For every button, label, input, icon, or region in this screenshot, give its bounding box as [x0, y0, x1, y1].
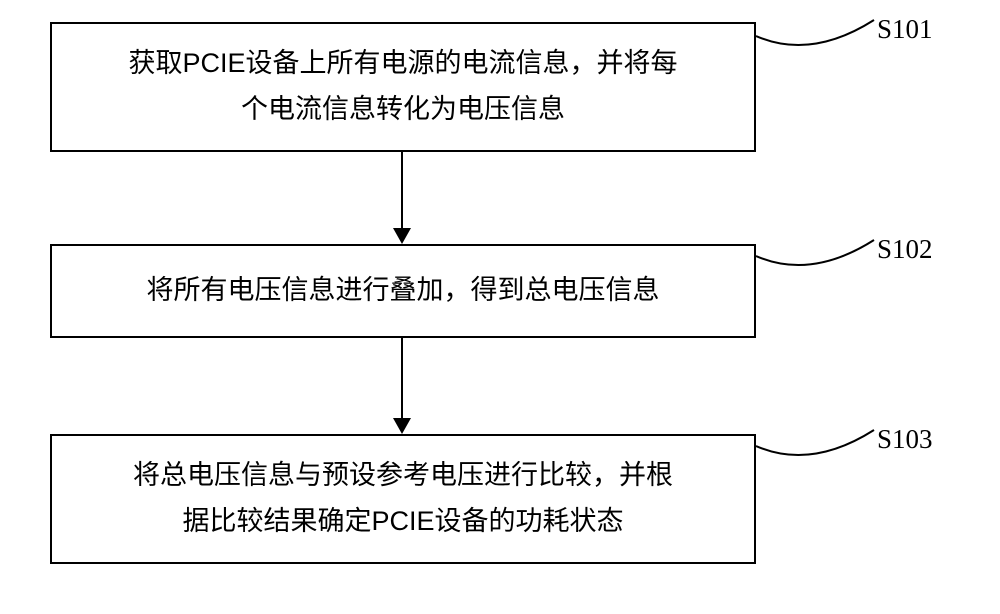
- arrow-2-3-shaft: [401, 338, 403, 418]
- flow-step-1-text: 获取PCIE设备上所有电源的电流信息，并将每个电流信息转化为电压信息: [128, 41, 677, 133]
- step-label-1: S101: [877, 14, 933, 45]
- step-label-3: S103: [877, 424, 933, 455]
- flow-step-3: 将总电压信息与预设参考电压进行比较，并根据比较结果确定PCIE设备的功耗状态: [50, 434, 756, 564]
- flow-step-2-text: 将所有电压信息进行叠加，得到总电压信息: [147, 268, 660, 314]
- connector-curve-2: [756, 232, 878, 282]
- step-label-2: S102: [877, 234, 933, 265]
- arrow-2-3-head: [393, 418, 411, 434]
- flow-step-2: 将所有电压信息进行叠加，得到总电压信息: [50, 244, 756, 338]
- arrow-1-2-shaft: [401, 152, 403, 228]
- flow-step-1: 获取PCIE设备上所有电源的电流信息，并将每个电流信息转化为电压信息: [50, 22, 756, 152]
- connector-curve-1: [756, 12, 878, 62]
- arrow-1-2-head: [393, 228, 411, 244]
- flow-step-3-text: 将总电压信息与预设参考电压进行比较，并根据比较结果确定PCIE设备的功耗状态: [133, 453, 673, 545]
- connector-curve-3: [756, 422, 878, 472]
